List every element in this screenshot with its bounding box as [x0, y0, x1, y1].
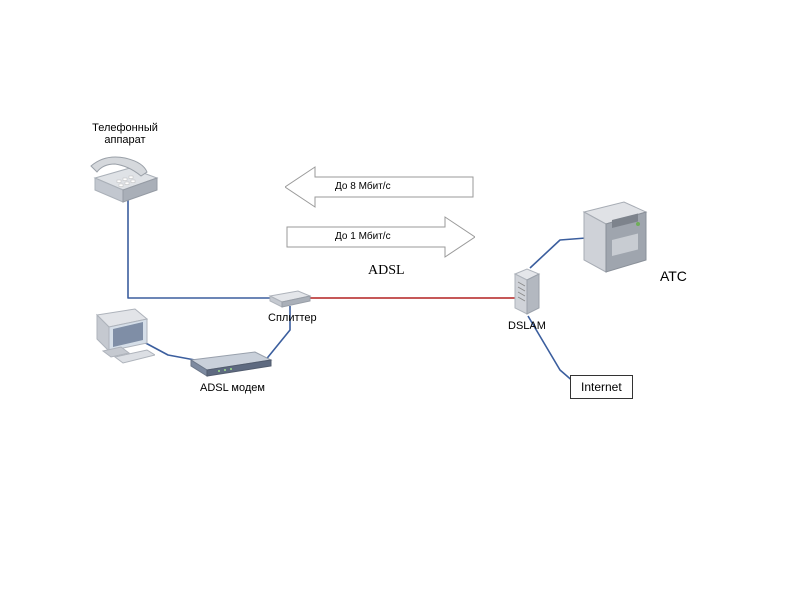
ats-device — [580, 200, 650, 275]
wires-layer — [0, 0, 800, 600]
dslam-label: DSLAM — [508, 320, 546, 332]
dslam-device — [513, 268, 541, 316]
internet-box: Internet — [570, 375, 633, 399]
upstream-speed-label: До 1 Мбит/с — [335, 231, 391, 242]
adsl-modem-label: ADSL модем — [200, 382, 265, 394]
splitter-label: Сплиттер — [268, 312, 317, 324]
ats-label: АТС — [660, 268, 687, 284]
internet-label: Internet — [581, 380, 622, 394]
computer-device — [85, 305, 155, 365]
downstream-speed-label: До 8 Мбит/с — [335, 181, 391, 192]
adsl-modem-device — [185, 350, 275, 378]
splitter-device — [268, 290, 312, 308]
telephone-device — [85, 150, 165, 205]
telephone-label-line2: аппарат — [104, 134, 145, 146]
adsl-protocol-label: ADSL — [368, 263, 405, 279]
telephone-label-line1: Телефонный — [92, 122, 158, 134]
diagram-canvas: Телефонный аппарат ADSL модем — [0, 0, 800, 600]
telephone-label: Телефонный аппарат — [90, 122, 160, 146]
